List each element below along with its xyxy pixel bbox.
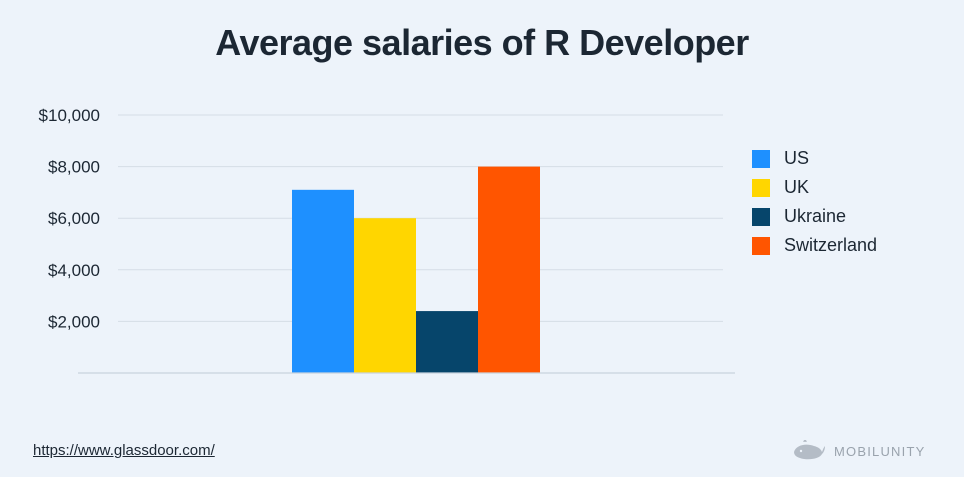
brand-logo: MOBILUNITY	[792, 440, 925, 462]
legend-item-switzerland: Switzerland	[752, 231, 877, 260]
chart-title: Average salaries of R Developer	[215, 22, 749, 63]
y-tick-label: $6,000	[48, 209, 100, 228]
bar-us	[292, 189, 354, 373]
whale-icon	[794, 440, 825, 460]
bar-uk	[354, 218, 416, 373]
legend-item-uk: UK	[752, 173, 877, 202]
y-tick-label: $8,000	[48, 158, 100, 177]
brand-name: MOBILUNITY	[834, 443, 926, 459]
legend-swatch	[752, 236, 770, 255]
legend-swatch	[752, 207, 770, 226]
y-tick-label: $10,000	[39, 106, 100, 125]
bars	[292, 166, 540, 373]
legend: US UK Ukraine Switzerland	[752, 144, 877, 260]
legend-item-ukraine: Ukraine	[752, 202, 877, 231]
y-tick-label: $4,000	[48, 261, 100, 280]
source-link[interactable]: https://www.glassdoor.com/	[33, 442, 215, 459]
legend-label: Ukraine	[784, 206, 847, 226]
bar-switzerland	[478, 166, 540, 373]
legend-swatch	[752, 149, 770, 168]
legend-label: Switzerland	[784, 235, 878, 255]
legend-item-us: US	[752, 144, 877, 173]
y-tick-label: $2,000	[48, 312, 100, 331]
y-axis-ticks: $2,000 $4,000 $6,000 $8,000 $10,000	[39, 106, 100, 331]
gridlines	[118, 114, 723, 322]
bar-ukraine	[416, 311, 478, 373]
legend-swatch	[752, 178, 770, 197]
legend-label: US	[784, 148, 810, 168]
legend-label: UK	[784, 177, 810, 197]
